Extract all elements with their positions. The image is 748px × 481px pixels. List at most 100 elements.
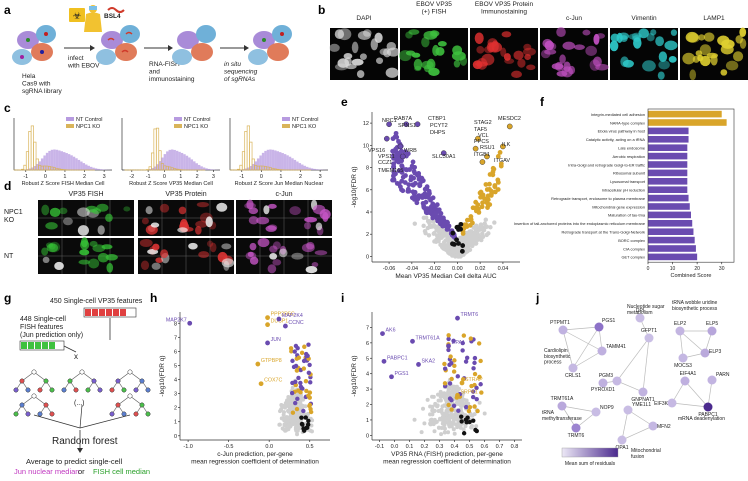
e-point-neg [390, 148, 396, 154]
h-point-sig [293, 343, 299, 349]
i-point-sig [474, 385, 479, 391]
cell-blob [503, 53, 511, 61]
nt-hist-bar [200, 166, 203, 170]
e-point-neg [432, 210, 438, 216]
f-category-label: Integrin-mediated cell adhesion [591, 112, 645, 117]
i-y-label: -log10(FDR q) [351, 355, 358, 396]
i-point-sig [451, 369, 457, 374]
nt-hist-bar [283, 154, 287, 170]
h-point-sig [306, 342, 311, 347]
nt-hist-bar [85, 164, 88, 170]
c-tick-label: 1 [63, 174, 66, 180]
h-y-tick-label: 2 [174, 406, 177, 412]
tree-node [127, 369, 133, 375]
d-cell [97, 225, 105, 235]
i-point-ns [455, 399, 460, 404]
cell-blob [408, 29, 420, 35]
e-point-control [454, 224, 460, 230]
d-cell [305, 266, 318, 274]
f-bar [648, 119, 727, 126]
h-point-sig [305, 353, 310, 359]
tree-arrow [79, 404, 83, 429]
panel-b: b DAPI EBOV VP35 (+) FISH EBOV VP35 Protein… [318, 1, 748, 81]
i-point-ns [477, 400, 482, 405]
e-label-pos: MESDC2 [498, 116, 521, 122]
j-node-label: DPI [636, 308, 644, 314]
i-point-pgs1 [389, 374, 394, 380]
nt-hist-bar [281, 153, 284, 170]
e-point-neg [406, 182, 412, 188]
j-node-trmt6 [571, 423, 581, 433]
e-point-ns [447, 236, 452, 241]
nt-hist-bar [58, 150, 61, 170]
channel-label: EBOV VP35 Protein Immunostaining [475, 1, 534, 15]
nt-hist-bar [50, 149, 54, 170]
d-cell [106, 262, 114, 273]
cell-blob [720, 69, 728, 76]
i-point-sig [472, 404, 477, 409]
cell-blob [596, 33, 605, 39]
biohazard-icon [69, 8, 85, 22]
j-edge [684, 380, 709, 408]
h-point-sig [308, 380, 313, 385]
cell-blob [682, 52, 696, 65]
h-point-jun [265, 340, 270, 346]
j-node-ptpmt1 [558, 325, 568, 335]
i-label: TRMT61A [416, 335, 441, 341]
c-tick-label: 0 [260, 174, 263, 180]
tree-node [85, 387, 91, 393]
nt-hist-bar [75, 158, 78, 170]
j-edge [707, 379, 713, 408]
e-point-pos [476, 209, 482, 215]
f-bar [648, 152, 688, 160]
e-point-neg [398, 148, 404, 154]
f-category-label: Ribosomal subunit [613, 171, 646, 176]
f-frame [647, 108, 735, 263]
c-tick-label: 1 [279, 174, 282, 180]
cell-blob [620, 56, 629, 67]
cell-blob [476, 45, 485, 54]
d-cell [267, 224, 278, 231]
c-tick-label: 3 [319, 174, 322, 180]
d-cell [159, 203, 170, 213]
g-left-text: 448 Single-cell FISH features (Jun predict… [20, 316, 83, 339]
e-point-neg [422, 186, 428, 192]
cell-blob [646, 33, 655, 42]
cell-blob [524, 53, 531, 61]
cell-blob [362, 29, 372, 37]
i-point-ns [419, 430, 424, 435]
d-cell [80, 240, 90, 250]
i-label: PGS1 [395, 371, 409, 377]
e-point-ccz1 [397, 143, 404, 150]
h-x-tick-label: -0.5 [224, 444, 233, 450]
cell-blob [329, 43, 340, 52]
h-y-label: -log10(FDR q) [159, 355, 166, 396]
e-y-tick-label: 10 [363, 143, 369, 149]
j-node-label: PARN [716, 372, 730, 378]
cell-blob [549, 42, 557, 51]
cell-blob [657, 71, 665, 80]
d-cell [311, 262, 319, 268]
ko-hist-bar [28, 131, 32, 171]
nt-hist-bar [269, 149, 272, 170]
i-x-tick-label: 0.7 [496, 444, 504, 450]
i-x-tick-label: 0.3 [436, 444, 444, 450]
h-point-control [303, 415, 308, 420]
e-x-tick-label: 0.00 [452, 266, 463, 272]
g-fish: FISH cell median [93, 467, 150, 476]
f-bar [648, 144, 688, 151]
e-point-neg [416, 171, 422, 176]
tree-edge [129, 371, 143, 382]
e-x-tick-label: -0.06 [383, 266, 396, 272]
h-label: DUSP1 [271, 319, 289, 325]
i-point-ns [444, 410, 449, 415]
j-node-label: TRMT61A [551, 396, 574, 402]
j-group-label: tRNA wobble uridine biosynthetic process [672, 300, 718, 312]
d-cell [152, 243, 160, 251]
d-cell [291, 252, 304, 260]
i-point-ns [442, 430, 447, 435]
virus-icon [107, 7, 125, 13]
cell-blob [385, 67, 399, 78]
tree-edge [21, 371, 35, 382]
nt-hist-bar [63, 152, 66, 170]
